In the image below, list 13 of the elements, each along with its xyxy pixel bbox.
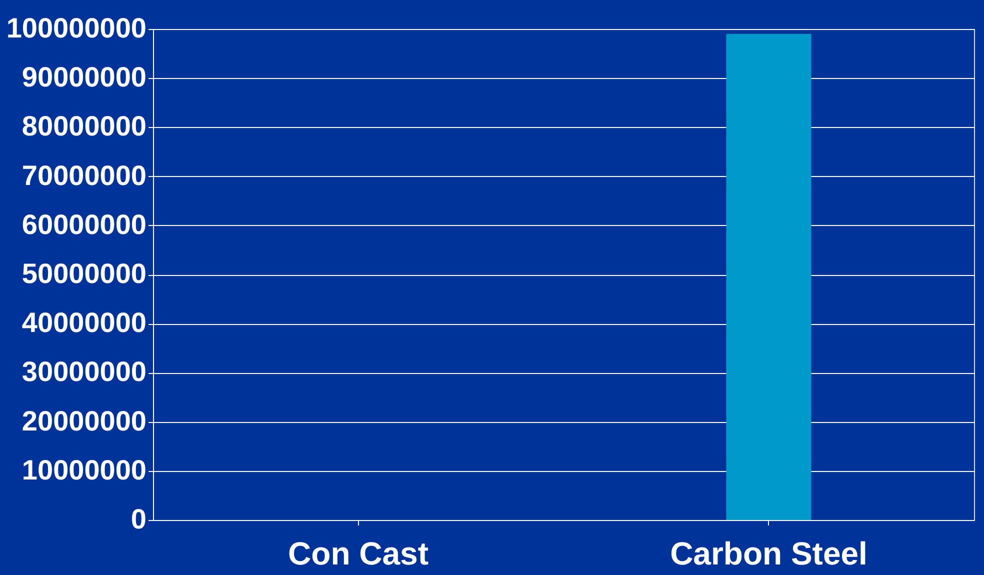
x-tick-label: Carbon Steel bbox=[670, 536, 868, 572]
y-tick-label: 100000000 bbox=[6, 12, 146, 44]
y-tick-label: 50000000 bbox=[22, 258, 146, 289]
y-tick-label: 70000000 bbox=[22, 160, 146, 191]
y-tick-label: 30000000 bbox=[22, 356, 146, 388]
y-tick-label: 20000000 bbox=[22, 405, 146, 436]
y-tick-label: 0 bbox=[130, 504, 146, 534]
x-tick-label: Con Cast bbox=[288, 536, 429, 572]
y-tick-label: 10000000 bbox=[22, 454, 146, 486]
y-tick-label: 90000000 bbox=[22, 62, 146, 93]
y-tick-label: 60000000 bbox=[22, 208, 146, 240]
y-tick-label: 40000000 bbox=[22, 307, 146, 338]
y-tick-label: 80000000 bbox=[22, 110, 146, 142]
